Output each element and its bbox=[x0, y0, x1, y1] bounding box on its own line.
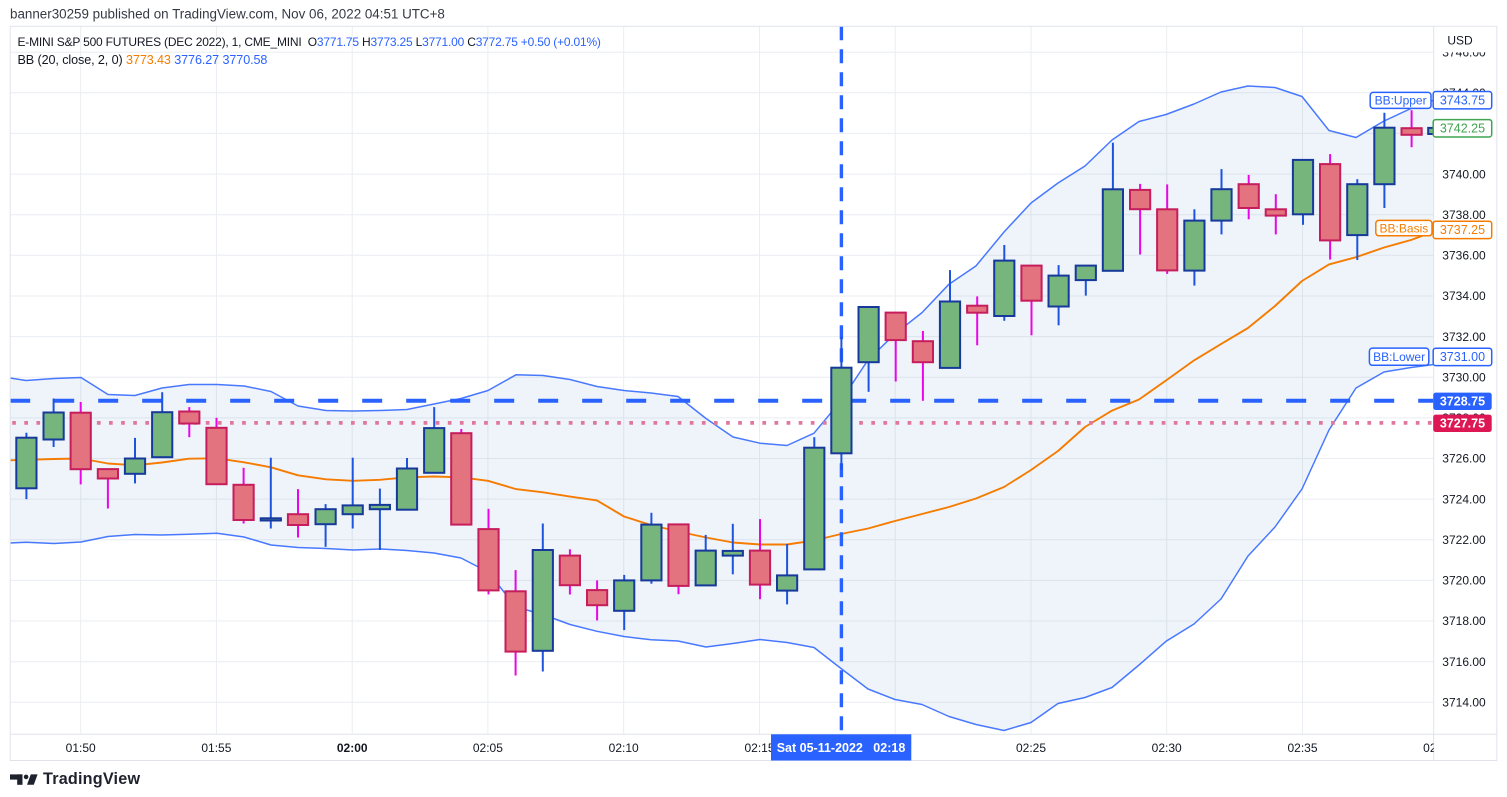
svg-text:3734.00: 3734.00 bbox=[1442, 289, 1486, 303]
svg-text:3731.00: 3731.00 bbox=[1440, 350, 1485, 364]
svg-text:02:15: 02:15 bbox=[744, 741, 774, 755]
svg-text:3716.00: 3716.00 bbox=[1442, 655, 1486, 669]
svg-text:3732.00: 3732.00 bbox=[1442, 330, 1486, 344]
svg-text:Sat 05-11-2022 02:18: Sat 05-11-2022 02:18 bbox=[777, 741, 906, 755]
svg-text:3738.00: 3738.00 bbox=[1442, 208, 1486, 222]
svg-text:3742.25: 3742.25 bbox=[1440, 122, 1485, 136]
svg-text:02:05: 02:05 bbox=[473, 741, 503, 755]
svg-text:BB (20, close, 2, 0) 3773.43 3: BB (20, close, 2, 0) 3773.43 3776.27 377… bbox=[18, 53, 268, 67]
svg-text:banner30259 published on Tradi: banner30259 published on TradingView.com… bbox=[10, 7, 445, 22]
svg-text:02:35: 02:35 bbox=[1287, 741, 1317, 755]
svg-text:3736.00: 3736.00 bbox=[1442, 249, 1486, 263]
svg-text:3740.00: 3740.00 bbox=[1442, 167, 1486, 181]
svg-text:02:40: 02:40 bbox=[1423, 741, 1453, 755]
svg-text:02:10: 02:10 bbox=[609, 741, 639, 755]
svg-text:3730.00: 3730.00 bbox=[1442, 370, 1486, 384]
svg-text:BB:Upper: BB:Upper bbox=[1375, 94, 1427, 108]
svg-text:BB:Lower: BB:Lower bbox=[1373, 350, 1425, 364]
svg-text:02:30: 02:30 bbox=[1152, 741, 1182, 755]
svg-text:01:50: 01:50 bbox=[66, 741, 96, 755]
svg-text:USD: USD bbox=[1447, 34, 1473, 48]
svg-text:3718.00: 3718.00 bbox=[1442, 614, 1486, 628]
svg-text:3722.00: 3722.00 bbox=[1442, 533, 1486, 547]
svg-text:E-MINI S&P 500 FUTURES (DEC 20: E-MINI S&P 500 FUTURES (DEC 2022), 1, CM… bbox=[18, 35, 601, 49]
svg-text:3737.25: 3737.25 bbox=[1440, 223, 1485, 237]
svg-text:3743.75: 3743.75 bbox=[1440, 94, 1485, 108]
svg-text:3724.00: 3724.00 bbox=[1442, 492, 1486, 506]
svg-text:3726.00: 3726.00 bbox=[1442, 452, 1486, 466]
svg-text:01:55: 01:55 bbox=[201, 741, 231, 755]
svg-text:TradingView: TradingView bbox=[43, 770, 140, 788]
svg-text:3714.00: 3714.00 bbox=[1442, 696, 1486, 710]
svg-text:3728.75: 3728.75 bbox=[1440, 395, 1485, 409]
svg-text:BB:Basis: BB:Basis bbox=[1380, 221, 1429, 235]
svg-text:3727.75: 3727.75 bbox=[1440, 417, 1485, 431]
svg-text:02:25: 02:25 bbox=[1016, 741, 1046, 755]
svg-text:02:00: 02:00 bbox=[337, 741, 368, 755]
svg-text:3720.00: 3720.00 bbox=[1442, 574, 1486, 588]
